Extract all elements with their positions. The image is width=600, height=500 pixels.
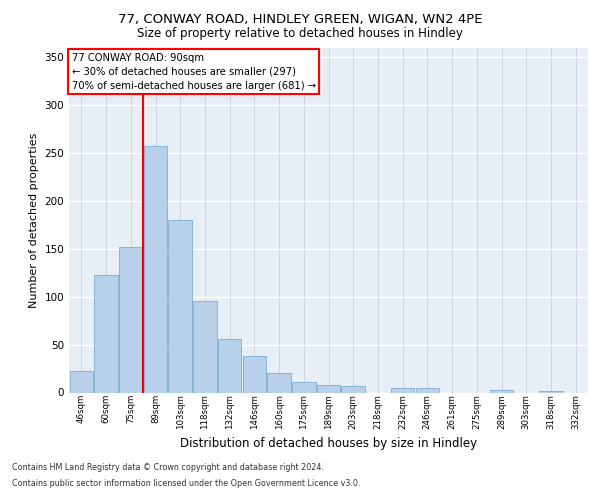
- Bar: [193, 302, 217, 392]
- Bar: [317, 385, 340, 392]
- Text: 77, CONWAY ROAD, HINDLEY GREEN, WIGAN, WN2 4PE: 77, CONWAY ROAD, HINDLEY GREEN, WIGAN, W…: [118, 12, 482, 26]
- Bar: [70, 372, 93, 392]
- Text: Contains public sector information licensed under the Open Government Licence v3: Contains public sector information licen…: [12, 478, 361, 488]
- Text: Size of property relative to detached houses in Hindley: Size of property relative to detached ho…: [137, 28, 463, 40]
- Bar: [391, 388, 415, 392]
- Bar: [169, 220, 192, 392]
- Y-axis label: Number of detached properties: Number of detached properties: [29, 132, 39, 308]
- Bar: [218, 339, 241, 392]
- Bar: [144, 146, 167, 392]
- Text: Contains HM Land Registry data © Crown copyright and database right 2024.: Contains HM Land Registry data © Crown c…: [12, 464, 324, 472]
- Bar: [341, 386, 365, 392]
- X-axis label: Distribution of detached houses by size in Hindley: Distribution of detached houses by size …: [180, 437, 477, 450]
- Bar: [94, 274, 118, 392]
- Bar: [292, 382, 316, 392]
- Bar: [242, 356, 266, 393]
- Bar: [416, 388, 439, 392]
- Text: 77 CONWAY ROAD: 90sqm
← 30% of detached houses are smaller (297)
70% of semi-det: 77 CONWAY ROAD: 90sqm ← 30% of detached …: [71, 52, 316, 90]
- Bar: [490, 390, 513, 392]
- Bar: [119, 247, 143, 392]
- Bar: [539, 390, 563, 392]
- Bar: [268, 374, 291, 392]
